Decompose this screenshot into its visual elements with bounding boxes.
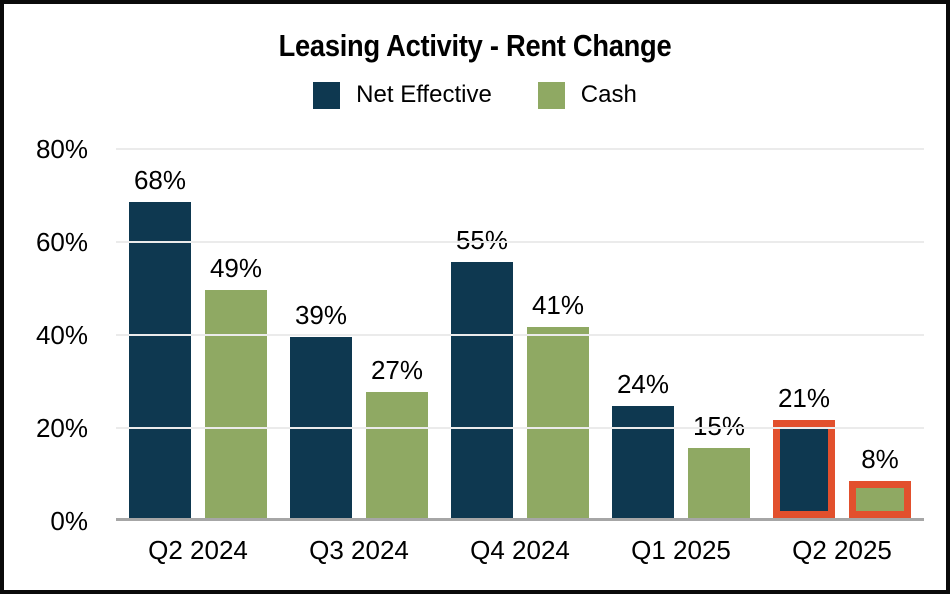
bar-group-q2-2025: 21% 8% Q2 2025 [773,383,911,565]
bar-value-label-net-effective-q1-2025: 24% [616,369,670,399]
bar-value-label-net-effective-q2-2024: 68% [133,165,187,195]
bar-net-effective-q2-2025 [773,420,835,518]
x-axis-label-q3-2024: Q3 2024 [309,535,409,565]
legend-swatch-net-effective [313,81,341,109]
legend-label-cash: Cash [580,81,637,108]
bar-cash-q3-2024 [366,392,428,518]
chart-title: Leasing Activity - Rent Change [278,28,672,63]
bar-value-label-cash-q2-2025: 8% [861,444,899,474]
x-axis-label-q1-2025: Q1 2025 [631,535,731,565]
bar-value-label-cash-q2-2024: 49% [209,253,263,283]
gridline-40 [116,334,924,336]
bar-group-q1-2025: 24% 15% Q1 2025 [612,369,750,565]
bar-wrap-cash-q4-2024: 41% [527,290,589,518]
bar-value-label-net-effective-q4-2024: 55% [455,225,509,255]
plot-area: 68% 49% Q2 2024 39% 27% Q3 2024 55% 41% Q4 2024 2… [116,148,924,565]
bar-wrap-net-effective-q2-2024: 68% [129,165,191,518]
bar-wrap-net-effective-q3-2024: 39% [290,300,352,518]
legend-item-net-effective: Net Effective [313,80,492,110]
bar-group-q2-2024: 68% 49% Q2 2024 [129,165,267,565]
gridline-60 [116,241,924,243]
bar-cash-q2-2024 [205,290,267,518]
bar-group-q3-2024: 39% 27% Q3 2024 [290,300,428,565]
bar-net-effective-q4-2024 [451,262,513,518]
bar-value-label-cash-q4-2024: 41% [531,290,585,320]
x-axis-label-q2-2024: Q2 2024 [148,535,248,565]
bar-cash-q1-2025 [688,448,750,518]
bar-wrap-net-effective-q2-2025: 21% [773,383,835,518]
bar-value-label-cash-q1-2025: 15% [692,411,746,441]
gridline-20 [116,427,924,429]
bar-net-effective-q1-2025 [612,406,674,518]
bar-value-label-cash-q3-2024: 27% [370,355,424,385]
bar-cash-q2-2025 [849,481,911,518]
y-axis-tick-60: 60% [35,227,88,257]
bar-wrap-cash-q2-2025: 8% [849,444,911,518]
y-axis-tick-20: 20% [35,413,88,443]
bar-net-effective-q2-2024 [129,202,191,518]
bar-group-q4-2024: 55% 41% Q4 2024 [451,225,589,565]
gridline-80 [116,148,924,150]
bar-wrap-net-effective-q1-2025: 24% [612,369,674,518]
y-axis-tick-40: 40% [35,320,88,350]
x-axis-label-q2-2025: Q2 2025 [792,535,892,565]
legend: Net Effective Cash [4,80,946,110]
bar-wrap-cash-q3-2024: 27% [366,355,428,518]
y-axis-tick-80: 80% [35,134,88,164]
bar-value-label-net-effective-q3-2024: 39% [294,300,348,330]
bar-cash-q4-2024 [527,327,589,518]
legend-item-cash: Cash [537,80,637,110]
bar-wrap-cash-q1-2025: 15% [688,411,750,518]
bar-wrap-net-effective-q4-2024: 55% [451,225,513,518]
legend-swatch-cash [537,81,565,109]
bar-wrap-cash-q2-2024: 49% [205,253,267,518]
y-axis-tick-0: 0% [50,506,88,536]
bars-row: 68% 49% Q2 2024 39% 27% Q3 2024 55% 41% Q4 2024 2… [116,149,924,565]
legend-label-net-effective: Net Effective [356,81,492,108]
bar-value-label-net-effective-q2-2025: 21% [777,383,831,413]
x-axis-label-q4-2024: Q4 2024 [470,535,570,565]
